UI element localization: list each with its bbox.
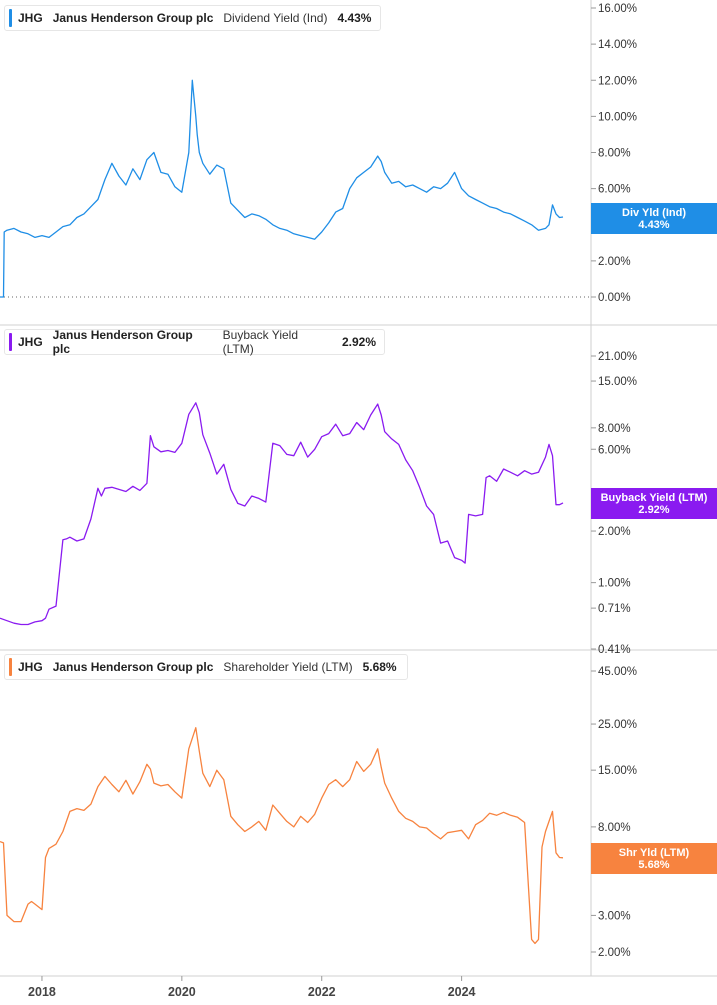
y-tick-label: 0.41% — [598, 644, 631, 656]
y-tick-label: 2.00% — [598, 947, 631, 959]
x-tick-label: 2022 — [308, 985, 336, 999]
series-line-dividend-yield-ind- — [0, 79, 564, 298]
legend-current-value: 4.43% — [337, 11, 372, 25]
current-value-tag-dividend: Div Yld (Ind) 4.43% — [591, 203, 717, 234]
y-tick-label: 16.00% — [598, 3, 637, 15]
y-tick-label: 45.00% — [598, 666, 637, 678]
legend-metric: Shareholder Yield (LTM) — [223, 660, 353, 674]
x-tick-label: 2020 — [168, 985, 196, 999]
tag-value: 4.43% — [638, 218, 670, 231]
legend-company: Janus Henderson Group plc — [52, 11, 214, 25]
y-tick-label: 15.00% — [598, 765, 637, 777]
y-tick-label: 8.00% — [598, 423, 631, 435]
y-tick-label: 12.00% — [598, 75, 637, 87]
legend-ticker: JHG — [18, 660, 43, 674]
y-tick-label: 3.00% — [598, 910, 631, 922]
legend-company: Janus Henderson Group plc — [52, 660, 214, 674]
y-tick-label: 8.00% — [598, 148, 631, 160]
tag-label: Shr Yld (LTM) — [618, 846, 690, 859]
legend-shareholder-yield[interactable]: JHG Janus Henderson Group plc Shareholde… — [4, 654, 408, 680]
y-tick-label: 6.00% — [598, 184, 631, 196]
y-tick-label: 8.00% — [598, 822, 631, 834]
tag-label: Buyback Yield (LTM) — [600, 491, 708, 504]
y-tick-label: 10.00% — [598, 111, 637, 123]
y-tick-label: 2.00% — [598, 256, 631, 268]
current-value-tag-shareholder: Shr Yld (LTM) 5.68% — [591, 843, 717, 874]
y-tick-label: 25.00% — [598, 719, 637, 731]
tag-value: 5.68% — [638, 858, 670, 871]
y-tick-label: 6.00% — [598, 444, 631, 456]
series-line-shareholder-yield-ltm- — [0, 727, 564, 945]
y-tick-label: 15.00% — [598, 376, 637, 388]
y-tick-label: 2.00% — [598, 526, 631, 538]
series-color-swatch — [9, 333, 12, 351]
x-tick-label: 2024 — [448, 985, 476, 999]
y-tick-label: 21.00% — [598, 351, 637, 363]
x-tick-label: 2018 — [28, 985, 56, 999]
y-tick-label: 14.00% — [598, 39, 637, 51]
series-color-swatch — [9, 658, 12, 676]
legend-company: Janus Henderson Group plc — [52, 328, 193, 356]
y-tick-label: 0.00% — [598, 292, 631, 304]
current-value-tag-buyback: Buyback Yield (LTM) 2.92% — [591, 488, 717, 519]
legend-ticker: JHG — [18, 11, 43, 25]
legend-current-value: 2.92% — [341, 335, 376, 349]
series-color-swatch — [9, 9, 12, 27]
legend-ticker: JHG — [17, 335, 43, 349]
tag-label: Div Yld (Ind) — [622, 206, 686, 219]
y-tick-label: 1.00% — [598, 578, 631, 590]
y-tick-label: 0.71% — [598, 603, 631, 615]
legend-current-value: 5.68% — [362, 660, 397, 674]
legend-metric: Dividend Yield (Ind) — [223, 11, 328, 25]
legend-buyback-yield[interactable]: JHG Janus Henderson Group plc Buyback Yi… — [4, 328, 385, 356]
series-line-buyback-yield-ltm- — [0, 402, 564, 626]
tag-value: 2.92% — [638, 503, 670, 516]
legend-dividend-yield[interactable]: JHG Janus Henderson Group plc Dividend Y… — [4, 5, 381, 31]
legend-metric: Buyback Yield (LTM) — [222, 328, 299, 356]
